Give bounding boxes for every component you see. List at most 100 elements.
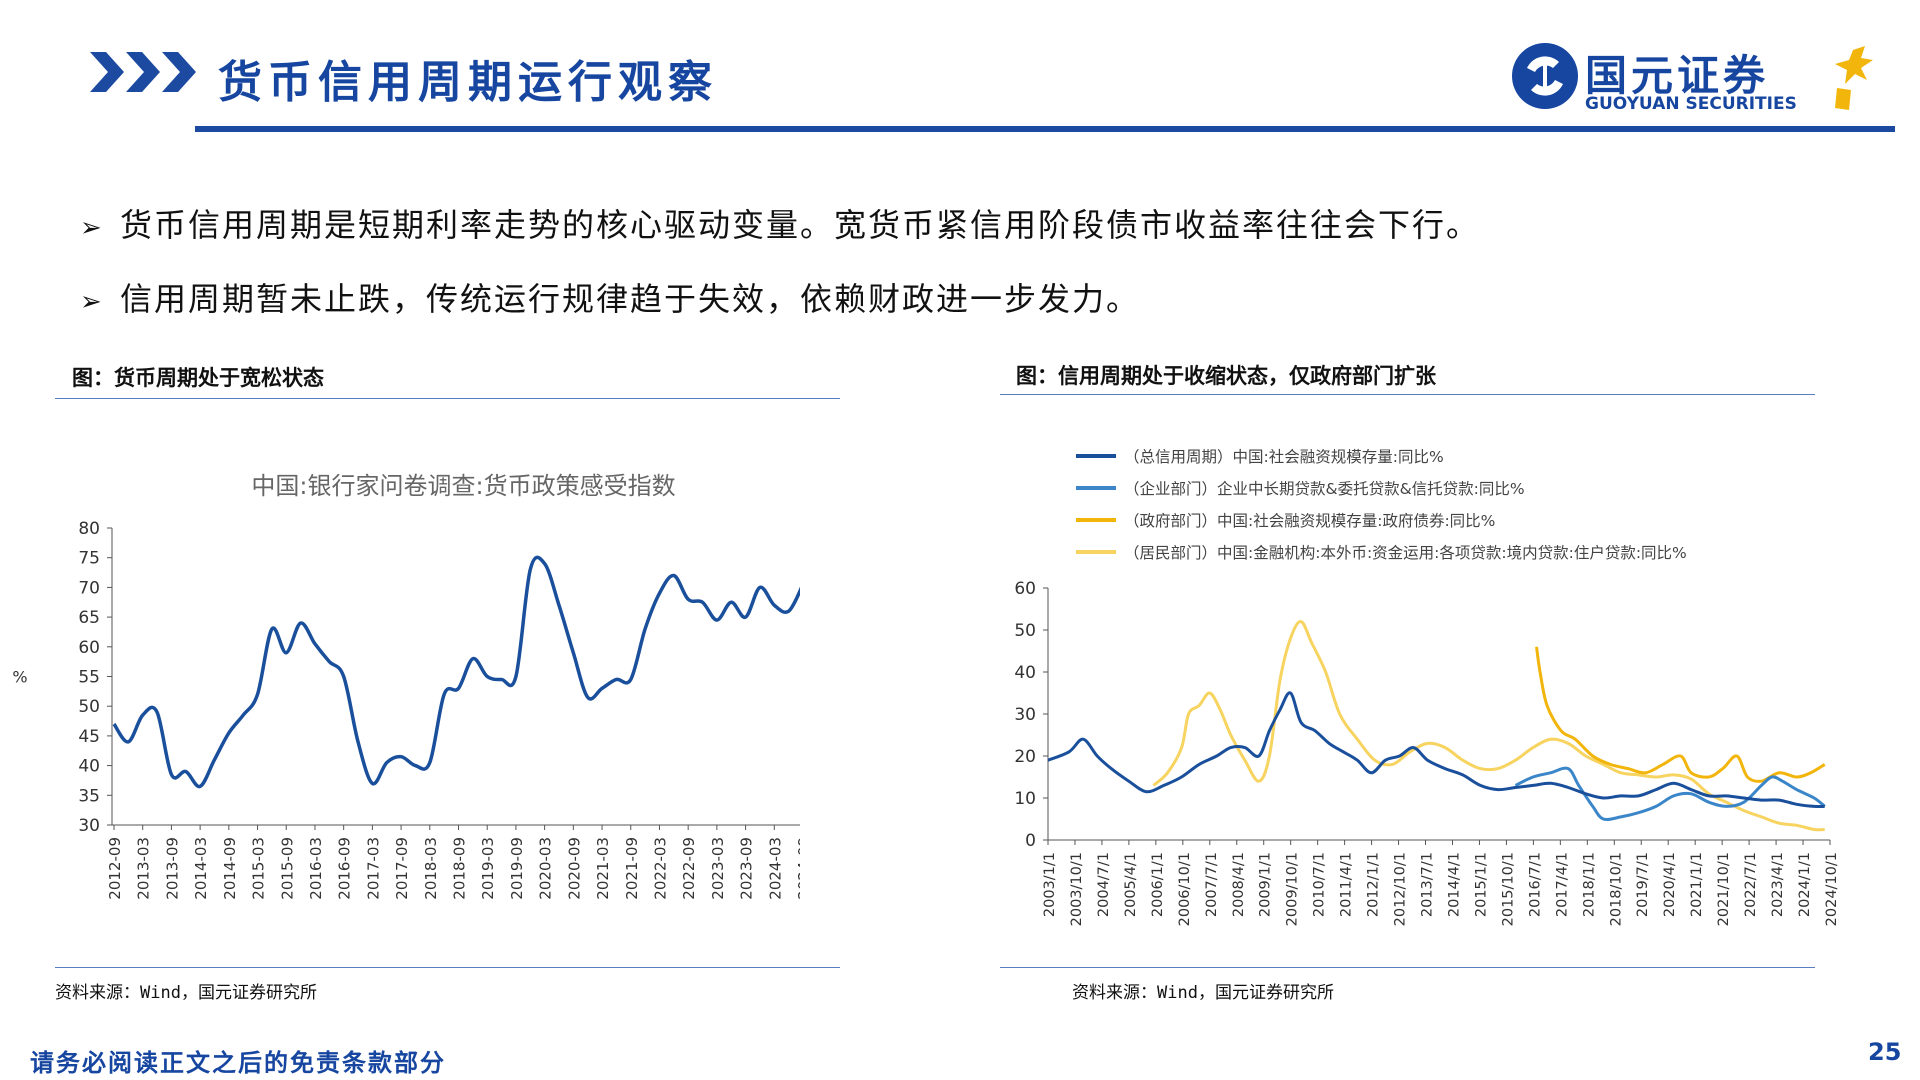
- x-tick-label: 2006/1/1: [1150, 852, 1166, 917]
- y-tick-label: 55: [78, 668, 100, 688]
- logo-name-en: GUOYUAN SECURITIES: [1585, 94, 1797, 114]
- x-tick-label: 2017/4/1: [1554, 852, 1570, 917]
- x-tick-label: 2021/10/1: [1716, 852, 1732, 926]
- y-tick-label: 20: [1014, 747, 1036, 767]
- page-title: 货币信用周期运行观察: [218, 57, 718, 108]
- y-tick-label: 30: [1014, 705, 1036, 725]
- x-tick-label: 2019-03: [479, 837, 497, 900]
- series-line-0: [1047, 691, 1825, 809]
- x-tick-label: 2023-09: [738, 837, 756, 900]
- x-tick-label: 2021-09: [623, 837, 641, 900]
- x-tick-label: 2020/4/1: [1662, 852, 1678, 917]
- footer-disclaimer: 请务必阅读正文之后的免责条款部分: [30, 1049, 446, 1077]
- x-tick-label: 2013-03: [135, 837, 153, 900]
- bullet-2-text: 信用周期暂未止跌，传统运行规律趋于失效，依赖财政进一步发力。: [120, 280, 1141, 318]
- x-tick-label: 2013-09: [163, 837, 181, 900]
- x-tick-label: 2023/4/1: [1770, 852, 1786, 917]
- left-chart: 中国:银行家问卷调查:货币政策感受指数% 30 35 40 45 50 55 60 65 70 75…: [12, 472, 800, 900]
- x-tick-label: 2012/10/1: [1393, 852, 1409, 926]
- x-tick-label: 2006/10/1: [1177, 852, 1193, 926]
- left-source-rule: [55, 967, 840, 968]
- x-tick-label: 2011/4/1: [1339, 852, 1355, 917]
- y-tick-label: 60: [78, 638, 100, 658]
- x-tick-label: 2024/10/1: [1824, 852, 1840, 926]
- legend-label: （总信用周期）中国:社会融资规模存量:同比%: [1124, 448, 1444, 466]
- x-tick-label: 2014-03: [192, 837, 210, 900]
- x-tick-label: 2016-03: [307, 837, 325, 900]
- x-tick-label: 2014/4/1: [1446, 852, 1462, 917]
- x-tick-label: 2024-09: [795, 837, 800, 900]
- x-tick-label: 2015/1/1: [1473, 852, 1489, 917]
- x-tick-label: 2014-09: [221, 837, 239, 900]
- x-tick-label: 2021/1/1: [1689, 852, 1705, 917]
- chart-title: 中国:银行家问卷调查:货币政策感受指数: [251, 472, 675, 500]
- y-tick-label: 40: [78, 757, 100, 777]
- logo-name-cn: 国元证券: [1585, 51, 1770, 100]
- x-tick-label: 2024/1/1: [1797, 852, 1813, 917]
- x-tick-label: 2020-09: [565, 837, 583, 900]
- x-tick-label: 2018-03: [422, 837, 440, 900]
- y-tick-label: 50: [1014, 621, 1036, 641]
- x-tick-label: 2016/7/1: [1527, 852, 1543, 917]
- header-divider: [195, 126, 1895, 132]
- x-tick-label: 2007/7/1: [1204, 852, 1220, 917]
- header-chevrons: [90, 52, 200, 96]
- y-tick-label: 65: [78, 608, 100, 628]
- x-tick-label: 2022/7/1: [1743, 852, 1759, 917]
- arrow-bullet-icon: ➢: [80, 213, 104, 243]
- y-axis-label: %: [12, 668, 27, 687]
- x-tick-label: 2005/4/1: [1123, 852, 1139, 917]
- x-tick-label: 2023-03: [709, 837, 727, 900]
- y-tick-label: 75: [78, 549, 100, 569]
- x-tick-label: 2017-03: [364, 837, 382, 900]
- series-line-3: [1152, 620, 1825, 832]
- x-tick-label: 2013/7/1: [1420, 852, 1436, 917]
- x-tick-label: 2018/10/1: [1608, 852, 1624, 926]
- y-tick-label: 10: [1014, 789, 1036, 809]
- y-tick-label: 30: [78, 816, 100, 836]
- legend-label: （企业部门）企业中长期贷款&委托贷款&信托贷款:同比%: [1124, 480, 1525, 498]
- x-tick-label: 2009/10/1: [1285, 852, 1301, 926]
- y-tick-label: 45: [78, 727, 100, 747]
- x-tick-label: 2019/7/1: [1635, 852, 1651, 917]
- y-tick-label: 50: [78, 697, 100, 717]
- bullet-1: ➢ 货币信用周期是短期利率走势的核心驱动变量。宽货币紧信用阶段债市收益率往往会下行…: [80, 200, 1480, 246]
- y-tick-label: 35: [78, 786, 100, 806]
- bullet-2: ➢ 信用周期暂未止跌，传统运行规律趋于失效，依赖财政进一步发力。: [80, 274, 1140, 320]
- x-tick-label: 2022-09: [680, 837, 698, 900]
- legend-label: （居民部门）中国:金融机构:本外币:资金运用:各项贷款:境内贷款:住户贷款:同比…: [1124, 543, 1687, 562]
- right-source-rule: [1000, 967, 1815, 968]
- x-tick-label: 2020-03: [537, 837, 555, 900]
- x-tick-label: 2018-09: [451, 837, 469, 900]
- bullet-1-text: 货币信用周期是短期利率走势的核心驱动变量。宽货币紧信用阶段债市收益率往往会下行。: [120, 206, 1481, 244]
- page-number: 25: [1868, 1038, 1902, 1066]
- series-line-2: [1535, 646, 1826, 783]
- y-tick-label: 0: [1025, 831, 1036, 851]
- x-tick-label: 2012-09: [106, 837, 124, 900]
- x-tick-label: 2004/7/1: [1096, 852, 1112, 917]
- x-tick-label: 2010/7/1: [1312, 852, 1328, 917]
- arrow-bullet-icon: ➢: [80, 287, 104, 317]
- x-tick-label: 2012/1/1: [1366, 852, 1382, 917]
- left-title-rule: [55, 398, 840, 399]
- x-tick-label: 2022-03: [651, 837, 669, 900]
- legend-label: （政府部门）中国:社会融资规模存量:政府债券:同比%: [1124, 512, 1495, 530]
- series-line: [112, 555, 800, 789]
- x-tick-label: 2019-09: [508, 837, 526, 900]
- y-tick-label: 80: [78, 519, 100, 539]
- x-tick-label: 2009/1/1: [1258, 852, 1274, 917]
- right-figure-title: 图：信用周期处于收缩状态，仅政府部门扩张: [1016, 364, 1436, 388]
- x-tick-label: 2015/10/1: [1500, 852, 1516, 926]
- left-figure-title: 图：货币周期处于宽松状态: [72, 366, 324, 390]
- x-tick-label: 2017-09: [393, 837, 411, 900]
- x-tick-label: 2008/4/1: [1231, 852, 1247, 917]
- y-tick-label: 70: [78, 578, 100, 598]
- x-tick-label: 2016-09: [336, 837, 354, 900]
- x-tick-label: 2015-09: [278, 837, 296, 900]
- x-tick-label: 2003/1/1: [1042, 852, 1058, 917]
- left-source: 资料来源：Wind，国元证券研究所: [55, 983, 317, 1003]
- logo-mark-icon: [1512, 43, 1873, 110]
- company-logo: 国元证券 GUOYUAN SECURITIES: [1505, 38, 1895, 118]
- x-tick-label: 2018/1/1: [1581, 852, 1597, 917]
- x-tick-label: 2003/10/1: [1069, 852, 1085, 926]
